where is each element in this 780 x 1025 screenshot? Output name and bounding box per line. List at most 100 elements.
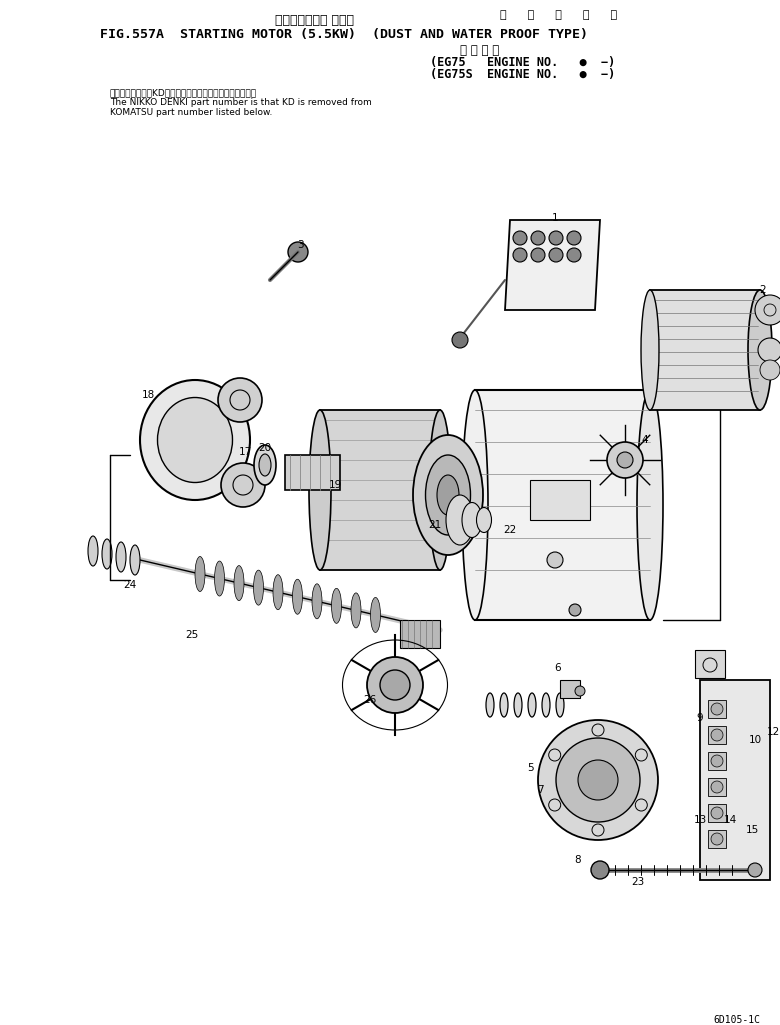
Bar — [530, 480, 590, 520]
Ellipse shape — [370, 598, 381, 632]
Text: KOMATSU part number listed below.: KOMATSU part number listed below. — [110, 108, 272, 117]
Bar — [708, 700, 726, 718]
Ellipse shape — [158, 398, 232, 483]
Bar — [560, 680, 580, 698]
Ellipse shape — [542, 693, 550, 718]
Text: 8: 8 — [575, 855, 581, 865]
Circle shape — [758, 338, 780, 362]
Circle shape — [569, 604, 581, 616]
Ellipse shape — [116, 542, 126, 572]
Text: 5: 5 — [526, 763, 534, 773]
Circle shape — [549, 231, 563, 245]
Circle shape — [591, 861, 609, 879]
Text: 19: 19 — [328, 480, 342, 490]
Ellipse shape — [528, 693, 536, 718]
Text: 10: 10 — [749, 735, 761, 745]
Ellipse shape — [309, 410, 331, 570]
Text: 24: 24 — [123, 580, 136, 590]
Bar — [695, 650, 725, 678]
Text: 15: 15 — [746, 825, 759, 835]
Text: 9: 9 — [697, 713, 704, 723]
Ellipse shape — [273, 575, 283, 610]
Circle shape — [380, 670, 410, 700]
Text: 23: 23 — [631, 877, 644, 887]
Circle shape — [531, 248, 545, 262]
Circle shape — [760, 360, 780, 380]
Text: 21: 21 — [428, 520, 441, 530]
Text: 6D105-1C: 6D105-1C — [713, 1015, 760, 1025]
Bar — [400, 620, 440, 648]
Ellipse shape — [477, 507, 491, 533]
Bar — [708, 752, 726, 770]
Circle shape — [711, 729, 723, 741]
Ellipse shape — [88, 536, 98, 566]
Ellipse shape — [429, 410, 451, 570]
Circle shape — [755, 295, 780, 325]
Ellipse shape — [426, 455, 470, 535]
Bar — [700, 680, 770, 880]
Ellipse shape — [140, 380, 250, 500]
Text: 品番のメーカ記号KDを除いたものが日興電機の品番です。: 品番のメーカ記号KDを除いたものが日興電機の品番です。 — [110, 88, 257, 97]
Text: 17: 17 — [239, 447, 252, 457]
Text: 18: 18 — [141, 390, 154, 400]
Text: 12: 12 — [767, 727, 780, 737]
Text: 26: 26 — [363, 695, 377, 705]
Circle shape — [367, 657, 423, 713]
Ellipse shape — [254, 445, 276, 485]
Circle shape — [549, 248, 563, 262]
Text: 2: 2 — [760, 285, 766, 295]
Ellipse shape — [462, 390, 488, 620]
Bar — [708, 804, 726, 822]
Ellipse shape — [437, 475, 459, 515]
Ellipse shape — [486, 693, 494, 718]
Circle shape — [567, 248, 581, 262]
Text: FIG.557A  STARTING MOTOR (5.5KW)  (DUST AND WATER PROOF TYPE): FIG.557A STARTING MOTOR (5.5KW) (DUST AN… — [100, 28, 588, 41]
Text: The NIKKO DENKI part number is that KD is removed from: The NIKKO DENKI part number is that KD i… — [110, 98, 372, 107]
Text: 22: 22 — [503, 525, 516, 535]
Circle shape — [617, 452, 633, 468]
Bar — [285, 455, 340, 490]
Circle shape — [711, 807, 723, 819]
Text: 6: 6 — [555, 663, 562, 673]
Circle shape — [547, 552, 563, 568]
Bar — [650, 290, 760, 410]
Text: 適 用 号 機: 適 用 号 機 — [460, 44, 499, 57]
Circle shape — [538, 720, 658, 840]
Ellipse shape — [351, 592, 361, 628]
Text: 14: 14 — [723, 815, 736, 825]
Ellipse shape — [641, 290, 659, 410]
Bar — [708, 778, 726, 796]
Text: スターティング モータ: スターティング モータ — [275, 14, 354, 27]
Text: 13: 13 — [693, 815, 707, 825]
Ellipse shape — [413, 435, 483, 555]
Circle shape — [748, 863, 762, 877]
Ellipse shape — [195, 557, 205, 591]
Ellipse shape — [332, 588, 342, 623]
Ellipse shape — [500, 693, 508, 718]
Text: 25: 25 — [186, 630, 199, 640]
Text: 防      塵      防      水      型: 防 塵 防 水 型 — [500, 10, 617, 20]
Circle shape — [711, 833, 723, 845]
Ellipse shape — [556, 693, 564, 718]
Text: 1: 1 — [551, 213, 558, 223]
Circle shape — [711, 755, 723, 767]
Ellipse shape — [215, 561, 225, 597]
Circle shape — [578, 760, 618, 800]
Circle shape — [607, 442, 643, 478]
Ellipse shape — [462, 502, 482, 537]
Bar — [320, 410, 440, 570]
Ellipse shape — [102, 539, 112, 569]
Ellipse shape — [130, 545, 140, 575]
Ellipse shape — [254, 570, 264, 605]
Circle shape — [556, 738, 640, 822]
Text: (EG75   ENGINE NO.   ●  −): (EG75 ENGINE NO. ● −) — [430, 56, 615, 69]
Ellipse shape — [748, 290, 772, 410]
Circle shape — [513, 248, 527, 262]
Circle shape — [711, 781, 723, 793]
Text: 4: 4 — [642, 435, 648, 445]
Circle shape — [452, 332, 468, 349]
Circle shape — [288, 242, 308, 262]
Circle shape — [711, 703, 723, 715]
Bar — [708, 830, 726, 848]
Ellipse shape — [292, 579, 303, 614]
